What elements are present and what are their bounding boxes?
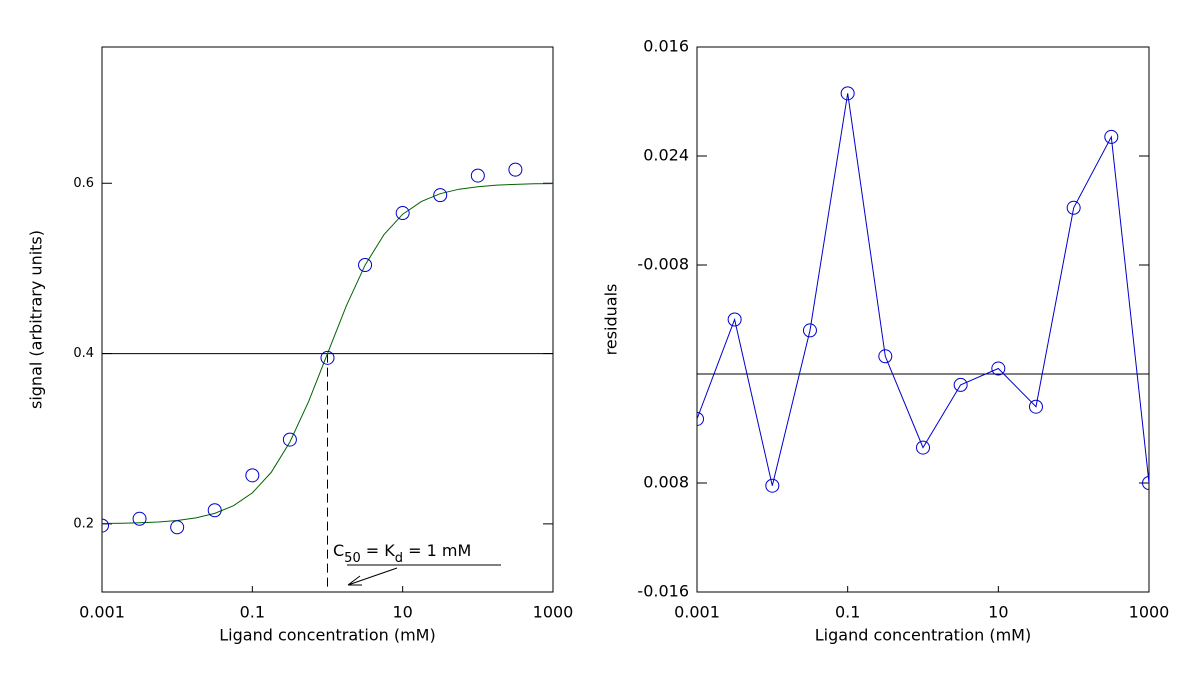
y-axis-label: signal (arbitrary units) (27, 230, 46, 409)
plot-area (697, 86, 1149, 493)
x-tick-label: 10 (392, 603, 412, 622)
y-axis-label: residuals (602, 284, 621, 356)
x-axis-label: Ligand concentration (mM) (815, 626, 1031, 645)
data-point (878, 349, 893, 364)
y-tick-label: 0.016 (643, 37, 689, 56)
data-point (727, 312, 742, 327)
data-point (991, 361, 1006, 376)
data-point (207, 503, 222, 518)
data-point (132, 511, 147, 526)
data-point (953, 377, 968, 392)
data-point (1066, 200, 1081, 215)
plot-area (102, 162, 553, 592)
y-tick-label: -0.016 (637, 582, 689, 601)
data-point (802, 323, 817, 338)
plot-frame (696, 46, 1150, 593)
x-tick-label: 1000 (1129, 603, 1170, 622)
x-axis-label: Ligand concentration (mM) (219, 626, 435, 645)
x-tick-label: 10 (988, 603, 1008, 622)
y-tick-label: 0.024 (643, 146, 689, 165)
x-tick-label: 1000 (533, 603, 574, 622)
data-point (1142, 476, 1149, 490)
data-point (765, 478, 780, 493)
x-tick-label: 0.001 (79, 603, 125, 622)
data-point (697, 411, 704, 426)
y-tick-label: 0.4 (73, 346, 94, 361)
y-tick-label: 0.2 (73, 516, 94, 531)
data-point (470, 168, 485, 183)
y-tick-label: 0.6 (73, 176, 94, 191)
residual-line (697, 93, 1149, 486)
data-point (358, 258, 373, 272)
x-tick-label: 0.001 (674, 603, 720, 622)
x-tick-label: 0.1 (240, 603, 265, 622)
y-tick-label: 0.008 (643, 473, 689, 492)
data-point (1104, 129, 1119, 144)
data-point (320, 350, 335, 365)
annotation: C50 = Kd = 1 mM (333, 541, 471, 567)
data-point (395, 206, 410, 221)
data-point (916, 440, 930, 455)
data-point (102, 518, 109, 533)
data-point (282, 432, 297, 447)
data-point (508, 162, 523, 177)
y-tick-label: -0.008 (637, 255, 689, 274)
data-point (170, 520, 185, 535)
data-point (840, 86, 855, 101)
data-point (433, 188, 448, 203)
data-point (1028, 399, 1043, 414)
annotation-arrow (347, 567, 398, 586)
x-tick-label: 0.1 (835, 603, 860, 622)
data-point (245, 468, 260, 483)
